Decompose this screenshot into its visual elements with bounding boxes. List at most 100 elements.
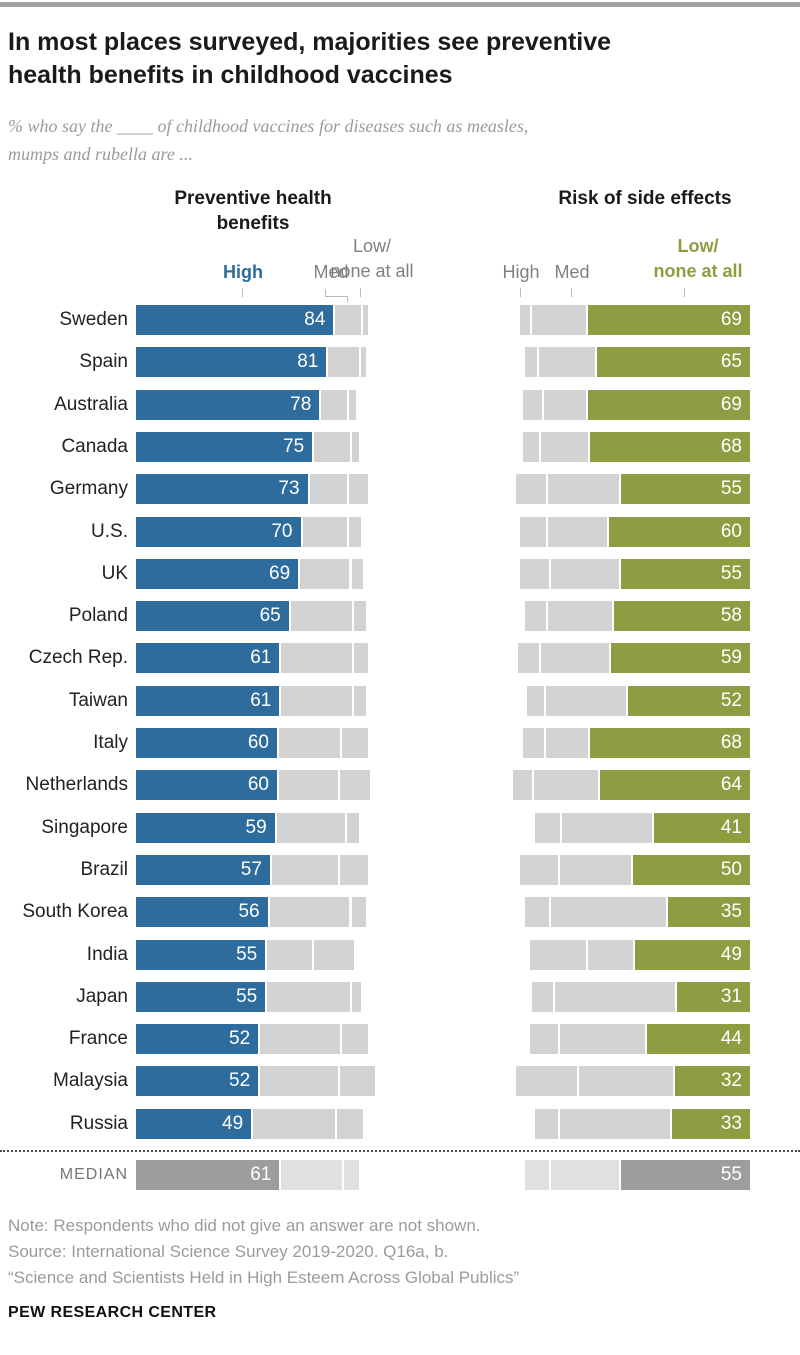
risk-low-bar: 65 [597,347,750,378]
tick-benefits-low [360,288,361,297]
pew-research-center-logo: PEW RESEARCH CENTER [8,1304,217,1321]
benefits-low-bar [363,305,368,335]
bar-value-label: 32 [720,1070,742,1092]
risk-high-bar [520,305,530,335]
risk-high-bar [534,812,561,843]
median-row: MEDIAN 61 55 [0,1160,800,1190]
benefits-low-bar [342,1024,368,1055]
risk-low-bar: 68 [590,431,750,462]
benefits-med-bar [302,516,348,547]
bar-value-label: 70 [271,520,293,542]
bar-value-label: 68 [720,732,742,753]
tick-benefits-med-a [325,289,326,297]
benefits-high-bar: 69 [136,558,299,589]
bar-value-label: 55 [720,562,742,584]
benefits-med-bar [328,347,359,378]
risk-high-bar [513,770,533,801]
bar-value-label: 69 [269,562,291,584]
benefits-high-bar: 52 [136,1024,259,1055]
risk-med-bar [541,431,589,462]
benefits-med-bar [267,939,312,970]
risk-med-bar [550,897,666,928]
bar-value-label: 31 [720,985,742,1007]
bar-value-label: 64 [720,774,742,796]
risk-low-bar: 58 [613,601,750,632]
note-text: Note: Respondents who did not give an an… [8,1216,481,1235]
benefits-low-bar [351,558,364,589]
benefits-med-bar [279,770,338,801]
risk-low-bar: 55 [620,558,750,589]
bar-value-label: 44 [720,1028,742,1050]
benefits-high-bar: 65 [136,601,289,632]
risk-high-bar [522,389,542,420]
bar-value-label: 49 [720,943,742,965]
risk-high-bar [525,897,549,928]
country-row: Taiwan 61 52 [0,685,800,716]
country-row: Russia 49 33 [0,1108,800,1139]
right-panel-title-line1: Risk of side effects [558,188,732,209]
benefits-med-bar [281,643,352,674]
benefits-med-bar [271,854,338,885]
benefits-low-bar [349,389,357,420]
row-label: Spain [79,351,128,373]
legend-risk-low-line1: Low/ [677,236,719,256]
risk-low-bar: 59 [611,643,750,674]
benefits-med-bar [281,685,352,716]
risk-med-bar [562,812,652,843]
risk-low-bar: 60 [609,516,750,547]
risk-low-bar: 33 [672,1108,750,1139]
benefits-high-bar: 84 [136,305,334,335]
top-divider [0,2,800,7]
legend-benefits-low-line2: none at all [330,261,414,281]
risk-med-bar [555,981,676,1012]
legend-benefits-low-line1: Low/ [352,236,392,256]
row-label: UK [101,562,128,584]
risk-med-bar [548,601,612,632]
country-row: Brazil 57 50 [0,854,800,885]
bar-value-label: 61 [250,647,272,669]
risk-low-bar: 50 [632,854,750,885]
benefits-med-bar [281,1160,343,1190]
row-label: Brazil [80,858,128,880]
row-label: Taiwan [68,689,128,711]
benefits-high-bar: 59 [136,812,275,843]
tick-risk-low [684,288,685,297]
bar-value-label: 49 [222,1112,244,1134]
country-row: Spain 81 65 [0,347,800,378]
benefits-high-bar: 81 [136,347,327,378]
bar-value-label: 59 [245,816,267,838]
risk-med-bar [550,558,619,589]
risk-high-bar [525,1160,549,1190]
risk-high-bar [529,939,587,970]
risk-low-bar: 69 [587,389,750,420]
bar-value-label: 81 [297,351,319,373]
bar-value-label: 60 [247,774,269,796]
legend-benefits-low: Low/ none at all [312,234,432,284]
row-label: U.S. [91,520,128,542]
risk-med-bar [550,1160,619,1190]
risk-low-bar: 64 [599,770,750,801]
legend-benefits-med: Med [313,262,349,282]
source-text: Source: International Science Survey 201… [8,1242,449,1261]
subtitle-line-2: mumps and rubella are ... [8,144,193,164]
bar-value-label: 52 [229,1028,251,1050]
risk-med-bar [578,1066,673,1097]
bar-value-label: 69 [720,393,742,415]
benefits-low-bar [353,601,366,632]
risk-low-bar: 69 [587,305,750,335]
bar-value-label: 75 [283,435,305,457]
benefits-med-bar [269,897,350,928]
benefits-low-bar [344,1160,359,1190]
left-panel-title: Preventive health benefits [143,186,363,236]
bar-value-label: 61 [250,1164,272,1185]
benefits-high-bar: 61 [136,685,280,716]
risk-high-bar [522,728,544,758]
benefits-high-bar: 60 [136,728,277,758]
median-divider [0,1150,800,1152]
row-label: MEDIAN [59,1166,128,1183]
bar-value-label: 60 [720,520,742,542]
country-row: South Korea 56 35 [0,897,800,928]
benefits-med-bar [260,1066,338,1097]
bar-value-label: 69 [720,309,742,330]
benefits-med-bar [253,1108,336,1139]
